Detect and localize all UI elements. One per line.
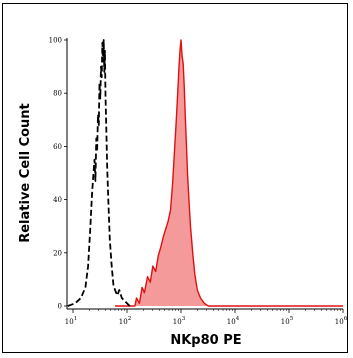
x-tick-label-exponent: 5 (290, 316, 294, 322)
x-tick-label: 103 (173, 316, 186, 326)
x-tick-label: 106 (335, 316, 348, 326)
y-tick-label: 20 (53, 249, 62, 257)
x-tick-label-exponent: 1 (74, 316, 78, 322)
y-tick-label: 60 (53, 143, 62, 151)
isotype-control-histogram-line (67, 39, 131, 307)
y-tick-label: 80 (53, 90, 62, 98)
x-tick-label: 104 (227, 316, 240, 326)
y-tick-label: 40 (53, 196, 62, 204)
x-tick-label-exponent: 2 (128, 316, 132, 322)
x-tick-label-exponent: 4 (236, 316, 240, 322)
x-axis-label: NKp80 PE (170, 333, 241, 348)
y-tick-group: 0 20 40 60 80 100 (49, 37, 67, 311)
x-tick-label: 101 (65, 316, 77, 326)
figure-frame: 0 20 40 60 80 100 101 102 103 104 105 106 Relative… (2, 3, 348, 353)
x-tick-label-base: 10 (227, 318, 236, 326)
x-tick-label-base: 10 (65, 318, 74, 326)
stained-histogram-fill (115, 40, 343, 306)
y-axis-label: Relative Cell Count (18, 103, 33, 243)
x-tick-label-exponent: 3 (182, 316, 186, 322)
y-tick-label: 0 (58, 303, 62, 311)
x-tick-label-exponent: 6 (344, 316, 348, 322)
x-tick-label: 102 (119, 316, 131, 326)
x-tick-label-base: 10 (119, 318, 128, 326)
x-tick-label-base: 10 (173, 318, 182, 326)
x-tick-label-base: 10 (281, 318, 290, 326)
x-tick-label-base: 10 (335, 318, 344, 326)
x-tick-group: 101 102 103 104 105 106 (65, 309, 348, 326)
y-tick-label: 100 (49, 37, 62, 45)
x-tick-label: 105 (281, 316, 294, 326)
stained-histogram-line (115, 39, 343, 307)
